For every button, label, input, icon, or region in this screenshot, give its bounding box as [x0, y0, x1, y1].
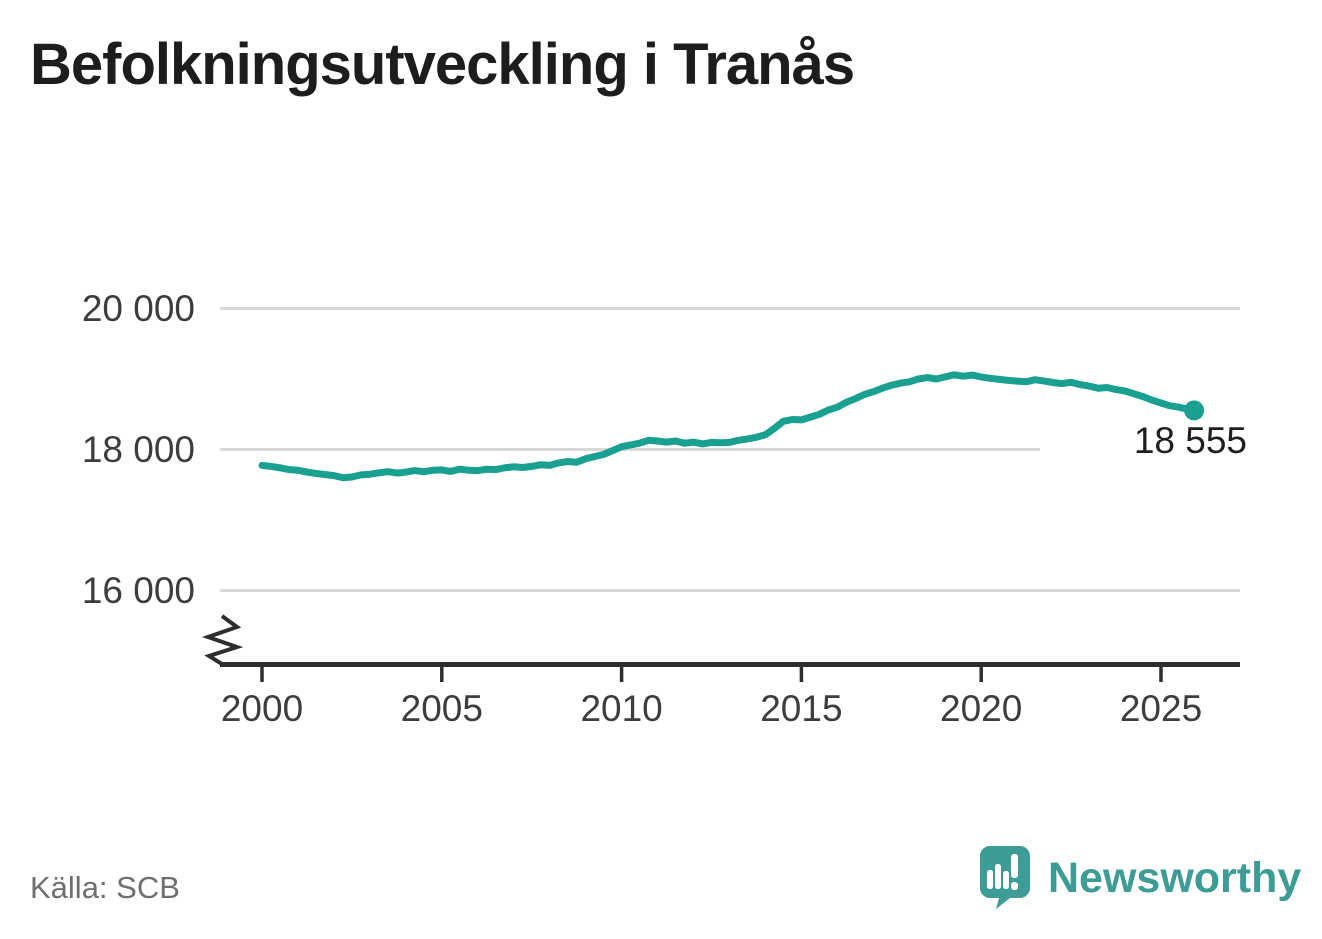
- x-tick-label: 2015: [760, 688, 843, 729]
- x-ticks-group: [260, 667, 1163, 682]
- axis-break-zigzag: [201, 614, 244, 666]
- newsworthy-logo-icon: [980, 846, 1030, 909]
- source-note: Källa: SCB: [30, 870, 180, 905]
- logo-bar-3: [1003, 871, 1009, 889]
- x-tick-label: 2020: [940, 688, 1023, 729]
- population-line: [258, 371, 1198, 482]
- y-tick-label: 20 000: [81, 287, 195, 329]
- logo-exclamation-dot: [1011, 882, 1018, 890]
- x-tick-label: 2010: [580, 688, 663, 729]
- logo-bar-1: [987, 870, 993, 889]
- brand-name: Newsworthy: [1048, 854, 1302, 902]
- x-tick-label: 2025: [1119, 688, 1203, 729]
- latest-point-marker: [1184, 400, 1205, 421]
- x-tick-label: 2000: [220, 688, 304, 729]
- logo-exclamation-bar: [1011, 854, 1018, 878]
- brand-lockup: Newsworthy: [980, 845, 1310, 915]
- x-tick-label: 2005: [400, 688, 483, 729]
- y-tick-label: 18 000: [81, 428, 195, 470]
- y-tick-label: 16 000: [81, 569, 195, 611]
- latest-value-label: 18 555: [1040, 421, 1247, 462]
- chart-title: Befolkningsutveckling i Tranås: [30, 32, 855, 97]
- logo-bar-2: [995, 864, 1001, 889]
